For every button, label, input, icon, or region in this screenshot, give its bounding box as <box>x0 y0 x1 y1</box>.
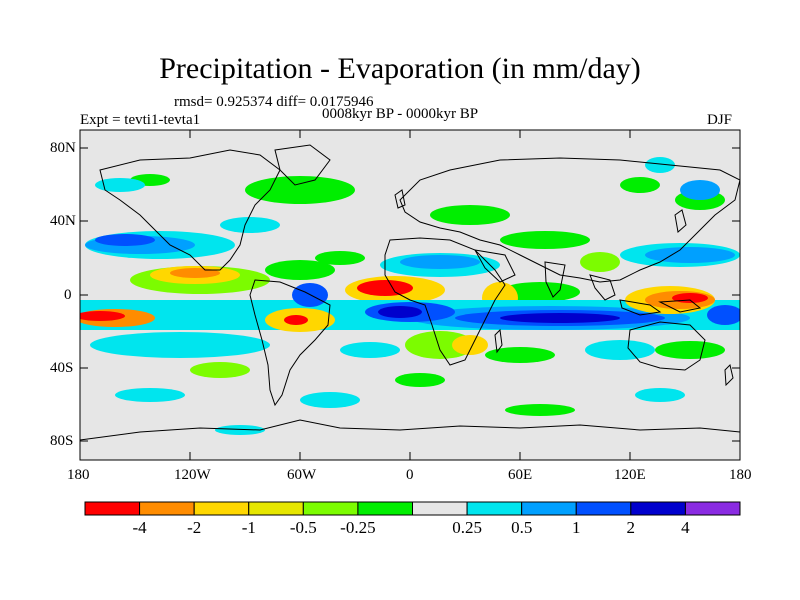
season-label: DJF <box>707 112 733 128</box>
colorbar-label: 0.25 <box>452 518 482 537</box>
lon-label-0: 0 <box>406 467 414 483</box>
plot-title: Precipitation - Evaporation (in mm/day) <box>159 52 641 85</box>
colorbar-label: -0.25 <box>340 518 376 537</box>
colorbar-swatch <box>302 501 359 516</box>
experiment-label: Expt = tevti1-tevta1 <box>80 112 201 128</box>
colorbar-label: -0.5 <box>289 518 317 537</box>
colorbar-swatch <box>630 501 686 516</box>
colorbar-label: -2 <box>187 518 202 537</box>
colorbar-swatch <box>575 501 632 516</box>
lon-label-120w: 120W <box>174 467 211 483</box>
colorbar-label: -1 <box>241 518 256 537</box>
lon-ticks <box>189 130 631 460</box>
lat-label-80n: 80N <box>50 140 76 156</box>
colorbar-label: 2 <box>626 518 636 537</box>
colorbar <box>84 501 741 516</box>
field-equatorial-band <box>80 283 740 332</box>
colorbar-label: 1 <box>572 518 581 537</box>
colorbar-swatch <box>412 501 468 516</box>
field-nh-subtropical <box>85 231 740 277</box>
colorbar-swatch <box>466 501 523 516</box>
lon-label-60e: 60E <box>508 467 533 483</box>
field-north-blue <box>95 157 720 233</box>
stats-text: rmsd= 0.925374 diff= 0.0175946 <box>174 94 374 110</box>
lat-label-80s: 80S <box>50 433 74 449</box>
map-area <box>80 130 740 460</box>
colorbar-swatch <box>193 501 250 516</box>
field-sh <box>90 331 725 435</box>
colorbar-label: -4 <box>132 518 147 537</box>
colorbar-swatch <box>357 501 414 516</box>
colorbar-label: 0.5 <box>511 518 533 537</box>
period-label: 0008kyr BP - 0000kyr BP <box>322 106 479 122</box>
lat-ticks <box>80 147 740 442</box>
lon-label-120e: 120E <box>614 467 646 483</box>
lat-label-40s: 40S <box>50 360 74 376</box>
colorbar-swatch <box>84 501 141 516</box>
colorbar-swatch <box>521 501 577 516</box>
lon-label-180w: 180 <box>67 467 90 483</box>
lat-label-40n: 40N <box>50 213 76 229</box>
colorbar-swatch <box>139 501 195 516</box>
lat-label-0: 0 <box>64 287 72 303</box>
coastlines <box>80 144 740 441</box>
colorbar-label: 4 <box>681 518 690 537</box>
lon-label-60w: 60W <box>287 467 317 483</box>
colorbar-swatch <box>248 501 304 516</box>
colorbar-swatch <box>684 501 741 516</box>
lon-label-180e: 180 <box>729 467 752 483</box>
